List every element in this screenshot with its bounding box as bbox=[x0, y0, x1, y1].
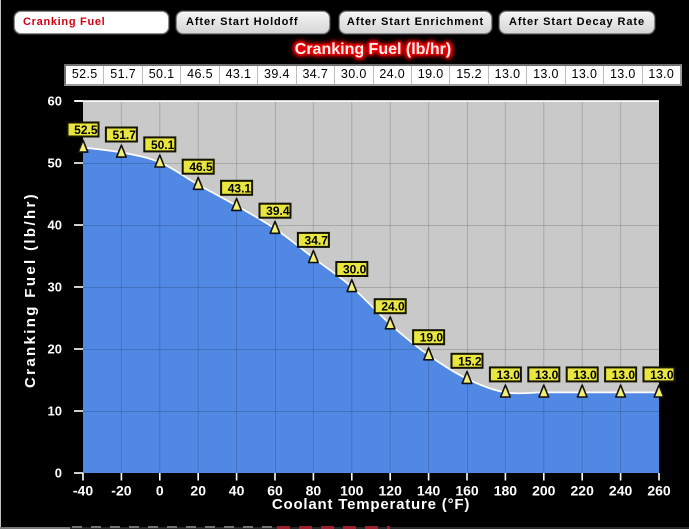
svg-text:39.4: 39.4 bbox=[266, 204, 290, 218]
svg-text:0: 0 bbox=[55, 466, 62, 481]
svg-text:120: 120 bbox=[379, 483, 403, 499]
svg-text:40: 40 bbox=[229, 483, 245, 499]
svg-text:13.0: 13.0 bbox=[535, 368, 559, 382]
svg-text:30.0: 30.0 bbox=[343, 263, 367, 277]
svg-text:51.7: 51.7 bbox=[113, 128, 137, 142]
svg-text:50: 50 bbox=[48, 156, 62, 171]
svg-text:60: 60 bbox=[48, 94, 62, 109]
svg-text:19.0: 19.0 bbox=[420, 331, 444, 345]
svg-text:60: 60 bbox=[267, 483, 283, 499]
svg-text:220: 220 bbox=[571, 483, 595, 499]
svg-text:-40: -40 bbox=[73, 483, 93, 499]
svg-text:0: 0 bbox=[156, 483, 164, 499]
svg-text:46.5: 46.5 bbox=[189, 160, 213, 174]
svg-text:260: 260 bbox=[647, 483, 671, 499]
svg-text:100: 100 bbox=[340, 483, 364, 499]
svg-text:160: 160 bbox=[455, 483, 479, 499]
svg-text:13.0: 13.0 bbox=[497, 368, 521, 382]
svg-text:Cranking Fuel (lb/hr): Cranking Fuel (lb/hr) bbox=[22, 192, 39, 388]
svg-text:240: 240 bbox=[609, 483, 633, 499]
svg-text:20: 20 bbox=[190, 483, 206, 499]
svg-text:-20: -20 bbox=[111, 483, 131, 499]
svg-text:43.1: 43.1 bbox=[228, 181, 252, 195]
svg-text:80: 80 bbox=[306, 483, 322, 499]
svg-text:30: 30 bbox=[48, 280, 62, 295]
svg-text:13.0: 13.0 bbox=[573, 368, 597, 382]
svg-text:140: 140 bbox=[417, 483, 441, 499]
svg-text:10: 10 bbox=[48, 404, 62, 419]
svg-text:13.0: 13.0 bbox=[650, 368, 674, 382]
svg-text:13.0: 13.0 bbox=[612, 368, 636, 382]
svg-text:40: 40 bbox=[48, 218, 62, 233]
svg-text:180: 180 bbox=[494, 483, 518, 499]
svg-text:Coolant Temperature (°F): Coolant Temperature (°F) bbox=[272, 496, 470, 513]
svg-text:24.0: 24.0 bbox=[381, 300, 405, 314]
svg-text:50.1: 50.1 bbox=[151, 138, 175, 152]
svg-text:15.2: 15.2 bbox=[458, 354, 482, 368]
svg-text:34.7: 34.7 bbox=[305, 233, 329, 247]
svg-text:52.5: 52.5 bbox=[74, 123, 98, 137]
svg-text:200: 200 bbox=[532, 483, 556, 499]
svg-text:20: 20 bbox=[48, 342, 62, 357]
